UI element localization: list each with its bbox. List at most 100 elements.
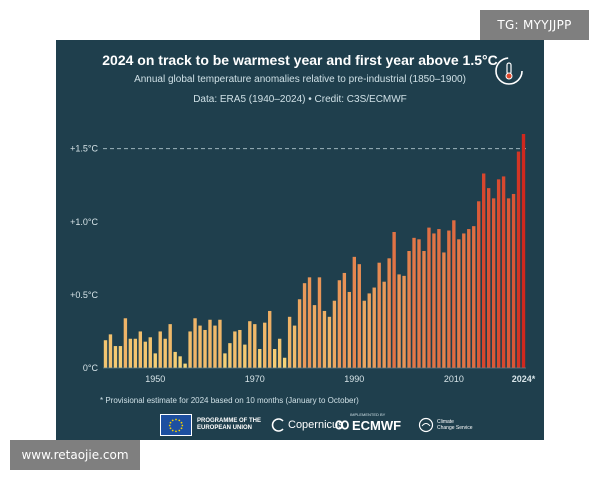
bar-1955 bbox=[178, 356, 182, 368]
bar-1992 bbox=[362, 300, 366, 368]
y-tick-label: 0°C bbox=[83, 363, 99, 373]
chart-source: Data: ERA5 (1940–2024) • Credit: C3S/ECM… bbox=[193, 94, 407, 105]
bar-1945 bbox=[128, 338, 133, 368]
bar-1949 bbox=[148, 337, 152, 368]
bar-2013 bbox=[467, 229, 471, 368]
bar-1977 bbox=[287, 316, 292, 368]
bar-1965 bbox=[228, 343, 232, 368]
bar-2024 bbox=[521, 134, 526, 368]
ecmwf-text: ECMWF bbox=[352, 417, 402, 433]
x-tick-label: 1950 bbox=[145, 374, 165, 384]
c3s-line-2: Change Service bbox=[437, 425, 473, 431]
bar-1994 bbox=[372, 287, 376, 368]
bar-2008 bbox=[442, 252, 446, 368]
bar-1963 bbox=[218, 319, 222, 368]
bar-2016 bbox=[482, 173, 486, 368]
watermark-top: TG: MYYJJPP bbox=[480, 10, 589, 40]
bar-2020 bbox=[501, 176, 506, 368]
bar-1989 bbox=[347, 291, 352, 368]
logo-bar: PROGRAMME OF THE EUROPEAN UNION Copernic… bbox=[56, 412, 544, 436]
bar-1975 bbox=[277, 338, 282, 368]
copernicus-icon bbox=[271, 418, 284, 432]
bar-1996 bbox=[382, 281, 386, 368]
c3s-logo: Climate Change Service bbox=[418, 414, 473, 436]
bar-1986 bbox=[332, 300, 337, 368]
bar-1972 bbox=[263, 322, 267, 368]
copernicus-logo: Copernicus bbox=[270, 414, 344, 436]
bar-1959 bbox=[198, 325, 202, 368]
bar-1948 bbox=[143, 341, 147, 368]
bar-1946 bbox=[133, 338, 138, 368]
bar-2022 bbox=[511, 193, 516, 368]
bar-1976 bbox=[282, 357, 287, 368]
bar-2017 bbox=[486, 188, 491, 368]
bar-2018 bbox=[491, 198, 496, 368]
bar-1952 bbox=[163, 338, 167, 368]
bar-2004 bbox=[422, 251, 426, 368]
bar-1967 bbox=[238, 329, 242, 368]
y-tick-label: +0.5°C bbox=[70, 290, 98, 300]
bar-2010 bbox=[452, 220, 456, 368]
bar-1979 bbox=[297, 299, 302, 368]
chart-subtitle: Annual global temperature anomalies rela… bbox=[134, 74, 466, 85]
bar-1944 bbox=[123, 318, 128, 368]
bar-2006 bbox=[432, 233, 436, 368]
bar-1981 bbox=[307, 277, 312, 368]
ecmwf-icon bbox=[335, 420, 349, 430]
y-tick-label: +1.5°C bbox=[70, 144, 98, 154]
bar-1964 bbox=[223, 353, 227, 369]
chart-title: 2024 on track to be warmest year and fir… bbox=[102, 52, 498, 68]
bar-1960 bbox=[203, 329, 207, 368]
eu-flag-icon bbox=[160, 414, 192, 436]
eu-line-2: EUROPEAN UNION bbox=[197, 425, 253, 431]
bar-1940 bbox=[103, 340, 108, 368]
bar-2007 bbox=[437, 229, 441, 368]
c3s-line-1: Climate bbox=[437, 419, 454, 425]
bar-1968 bbox=[243, 344, 247, 368]
chart-panel: 2024 on track to be warmest year and fir… bbox=[56, 40, 544, 440]
bar-2011 bbox=[457, 239, 461, 368]
bar-2001 bbox=[407, 251, 411, 368]
bar-1941 bbox=[108, 334, 113, 368]
eu-logo: PROGRAMME OF THE EUROPEAN UNION bbox=[160, 414, 261, 436]
bar-1958 bbox=[193, 318, 197, 368]
x-tick-label: 2010 bbox=[444, 374, 464, 384]
bar-1998 bbox=[392, 231, 396, 368]
chart-plot: 0°C +0.5°C +1.0°C +1.5°C 1950 1970 1990 2010 202… bbox=[70, 134, 536, 384]
bar-1990 bbox=[352, 256, 356, 368]
bar-2009 bbox=[447, 230, 451, 368]
bar-1943 bbox=[118, 346, 123, 368]
bar-1956 bbox=[183, 363, 187, 368]
bar-2002 bbox=[412, 237, 416, 368]
bar-2019 bbox=[496, 179, 501, 368]
bar-1993 bbox=[367, 293, 371, 368]
eu-logo-text: PROGRAMME OF THE EUROPEAN UNION bbox=[197, 418, 261, 432]
bar-2012 bbox=[462, 233, 466, 368]
bar-1991 bbox=[357, 264, 361, 368]
bar-2005 bbox=[427, 227, 431, 368]
bar-1982 bbox=[312, 305, 317, 368]
bar-2000 bbox=[402, 275, 406, 368]
chart-footnote: * Provisional estimate for 2024 based on… bbox=[100, 396, 359, 405]
x-tick-label: 1990 bbox=[344, 374, 364, 384]
bar-1973 bbox=[268, 310, 272, 368]
c3s-logo-text: Climate Change Service bbox=[437, 419, 473, 431]
bar-1951 bbox=[158, 331, 162, 368]
bar-1988 bbox=[342, 272, 347, 368]
bar-2021 bbox=[506, 198, 511, 368]
bar-1985 bbox=[327, 316, 332, 368]
bar-1957 bbox=[188, 331, 192, 368]
bar-1983 bbox=[317, 277, 322, 368]
bar-2015 bbox=[477, 201, 481, 368]
bar-1953 bbox=[168, 324, 172, 369]
ecmwf-implemented-by: IMPLEMENTED BY bbox=[350, 412, 386, 417]
bar-1969 bbox=[248, 321, 252, 368]
watermark-bottom: www.retaojie.com bbox=[10, 440, 140, 470]
bar-1954 bbox=[173, 351, 177, 368]
ecmwf-logo: IMPLEMENTED BY ECMWF bbox=[334, 412, 402, 436]
bar-1950 bbox=[153, 353, 157, 369]
bar-1962 bbox=[213, 325, 217, 368]
bar-2023 bbox=[516, 151, 521, 368]
bar-1984 bbox=[322, 310, 327, 368]
bar-1942 bbox=[113, 346, 118, 368]
